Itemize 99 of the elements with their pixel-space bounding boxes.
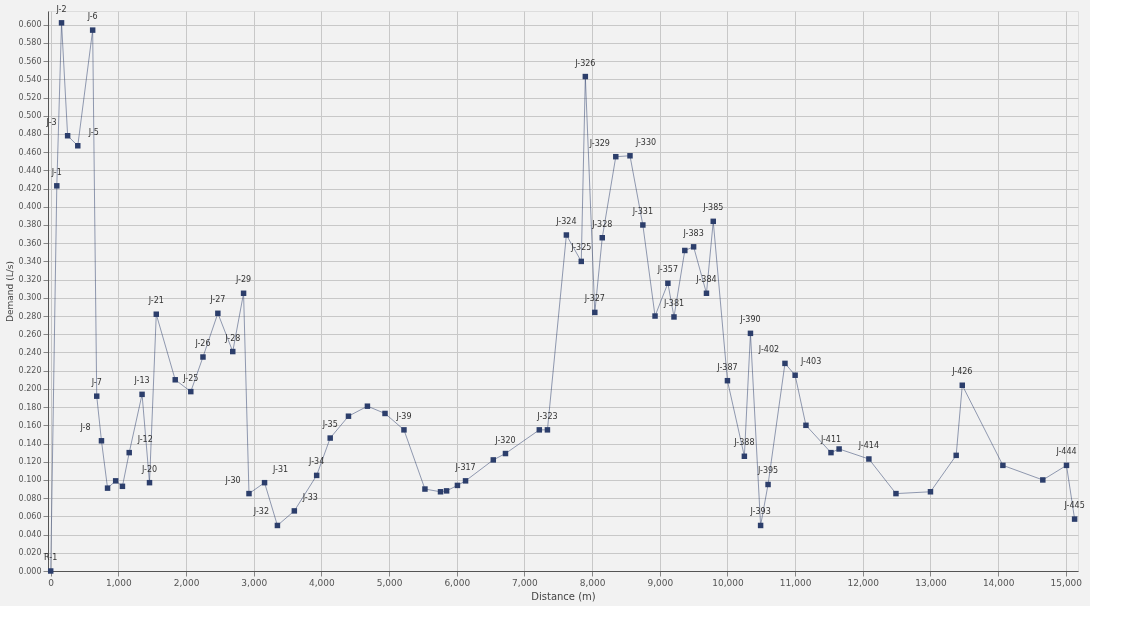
- y-tick-label: 0.020: [18, 548, 42, 558]
- y-tick-label: 0.280: [18, 311, 42, 321]
- x-tick-label: 9,000: [647, 577, 674, 588]
- annotation: J-387: [716, 362, 738, 372]
- annotation: J-21: [147, 296, 164, 306]
- y-tick-label: 0.120: [18, 457, 42, 467]
- y-tick-label: 0.480: [18, 129, 42, 139]
- y-tick-label: 0.460: [18, 147, 42, 157]
- y-tick-label: 0.080: [18, 493, 42, 503]
- annotation: J-445: [1063, 501, 1085, 511]
- annotation: J-317: [454, 462, 476, 472]
- annotation: J-6: [86, 12, 98, 22]
- y-tick-label: 0.500: [18, 111, 42, 121]
- annotation: J-325: [570, 243, 592, 253]
- y-tick-label: 0.440: [18, 165, 42, 175]
- y-tick-label: 0.340: [18, 256, 42, 266]
- y-tick-label: 0.100: [18, 475, 42, 485]
- y-tick-label: 0.200: [18, 384, 42, 394]
- annotation: J-323: [536, 411, 558, 421]
- y-tick-label: 0.360: [18, 238, 42, 248]
- annotation: J-39: [395, 411, 412, 421]
- annotation: J-331: [631, 206, 653, 216]
- x-tick-label: 12,000: [847, 577, 880, 588]
- annotation: J-330: [634, 137, 657, 147]
- y-tick-label: 0.160: [18, 420, 42, 430]
- y-tick-label: 0.300: [18, 293, 42, 303]
- y-tick-label: 0.380: [18, 220, 42, 230]
- y-tick-label: 0.220: [18, 366, 42, 376]
- annotation: J-426: [951, 367, 973, 377]
- y-tick-label: 0.560: [18, 56, 42, 66]
- y-tick-label: 0.320: [18, 275, 42, 285]
- annotation: J-30: [224, 475, 241, 485]
- x-tick-label: 6,000: [444, 577, 471, 588]
- annotation: J-383: [682, 228, 704, 238]
- y-tick-label: 0.060: [18, 511, 42, 521]
- annotation: J-34: [308, 457, 325, 467]
- annotation: J-326: [574, 58, 596, 68]
- y-tick-label: 0.540: [18, 74, 42, 84]
- x-axis-title: Distance (m): [531, 590, 596, 602]
- y-tick-label: 0.240: [18, 347, 42, 357]
- y-tick-label: 0.040: [18, 530, 42, 540]
- annotation: J-328: [591, 219, 613, 229]
- annotation: J-403: [800, 357, 822, 367]
- annotation: J-28: [224, 333, 241, 343]
- annotation: J-35: [321, 420, 338, 430]
- annotation: J-357: [656, 265, 679, 275]
- x-tick-label: 15,000: [1050, 577, 1083, 588]
- annotation: J-324: [555, 217, 577, 226]
- annotation: J-13: [133, 376, 150, 386]
- annotation: J-390: [739, 315, 761, 325]
- annotation: J-414: [857, 441, 879, 450]
- annotation: J-327: [583, 294, 605, 304]
- x-tick-label: 8,000: [579, 577, 606, 588]
- annotation: J-329: [588, 138, 610, 148]
- annotation: J-320: [494, 435, 516, 445]
- y-tick-label: 0.520: [18, 93, 42, 102]
- y-tick-label: 0.580: [18, 38, 42, 48]
- y-tick-label: 0.000: [18, 566, 42, 576]
- annotation: J-381: [662, 298, 685, 308]
- x-tick-label: 14,000: [982, 577, 1015, 588]
- annotation: J-5: [87, 127, 99, 137]
- x-tick-label: 4,000: [309, 577, 336, 588]
- x-tick-label: 2,000: [173, 577, 200, 588]
- x-tick-label: 10,000: [712, 577, 744, 588]
- x-tick-label: 0: [48, 577, 55, 588]
- y-tick-label: 0.600: [18, 20, 42, 30]
- annotation: J-402: [757, 345, 780, 355]
- x-tick-label: 7,000: [512, 577, 539, 588]
- annotation: J-1: [50, 167, 62, 177]
- annotation: J-444: [1055, 447, 1077, 457]
- annotation: J-27: [209, 295, 226, 305]
- y-tick-label: 0.400: [18, 202, 42, 212]
- annotation: J-8: [79, 422, 91, 432]
- annotation: J-33: [301, 492, 318, 502]
- annotation: J-31: [271, 464, 289, 474]
- annotation: J-26: [194, 339, 211, 349]
- annotation: J-12: [136, 434, 153, 444]
- annotation: J-32: [252, 507, 269, 517]
- annotation: J-395: [756, 466, 779, 476]
- annotation: J-385: [702, 203, 724, 213]
- annotation: J-25: [182, 373, 199, 383]
- annotation: J-411: [819, 434, 842, 444]
- y-tick-label: 0.140: [18, 439, 42, 449]
- annotation: J-20: [140, 464, 158, 474]
- x-tick-label: 11,000: [779, 577, 812, 588]
- x-tick-label: 5,000: [376, 577, 403, 588]
- annotation: J-29: [235, 275, 252, 285]
- annotation: J-393: [749, 507, 771, 517]
- y-axis-title: Demand (L/s): [4, 261, 15, 322]
- annotation: J-388: [733, 438, 755, 448]
- x-tick-label: 13,000: [915, 577, 947, 588]
- x-tick-label: 3,000: [241, 577, 268, 588]
- y-tick-label: 0.260: [18, 329, 42, 339]
- y-tick-label: 0.420: [18, 184, 42, 194]
- annotation: J-2: [55, 4, 67, 14]
- x-tick-label: 1,000: [106, 577, 133, 588]
- annotation: J-7: [90, 378, 102, 388]
- annotation: J-384: [695, 275, 717, 285]
- y-tick-label: 0.180: [18, 402, 42, 412]
